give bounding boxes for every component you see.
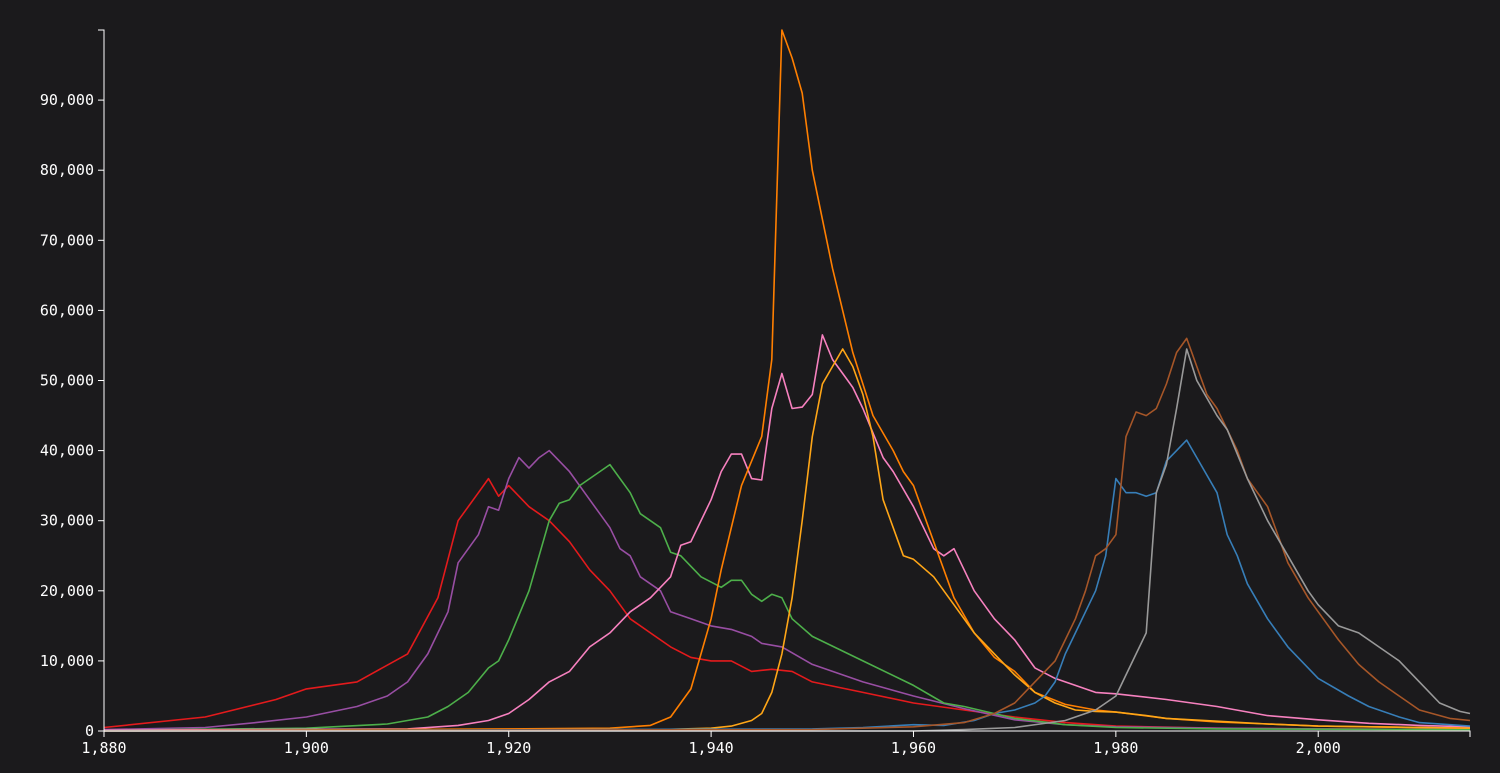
series-line-8	[103, 337, 1471, 732]
y-tick-label: 30,000	[40, 512, 94, 530]
series-line-4	[103, 334, 1471, 732]
series-line-2	[103, 449, 1471, 731]
y-tick-label: 20,000	[40, 582, 94, 600]
series-line-6	[103, 348, 1471, 732]
x-tick-label: 1,960	[891, 739, 936, 757]
series-line-7	[103, 439, 1471, 732]
y-tick-label: 50,000	[40, 372, 94, 390]
x-tick-label: 1,880	[81, 739, 126, 757]
x-tick-label: 1,920	[486, 739, 531, 757]
y-tick-label: 80,000	[40, 161, 94, 179]
y-tick-label: 90,000	[40, 91, 94, 109]
y-tick-label: 40,000	[40, 442, 94, 460]
axis-layer: 0 10,000 20,000 30,000 40,000 50,000 60,000 70,…	[40, 29, 1471, 757]
x-tick-label: 1,980	[1093, 739, 1138, 757]
y-tick-label: 70,000	[40, 231, 94, 249]
x-tick-label: 1,900	[284, 739, 329, 757]
x-tick-label: 1,940	[689, 739, 734, 757]
y-tick-label: 0	[85, 722, 94, 740]
x-tick-label: 2,000	[1296, 739, 1341, 757]
series-line-9	[104, 348, 1471, 732]
series-line-5	[103, 29, 1471, 732]
y-tick-label: 60,000	[40, 301, 94, 319]
series-line-3	[103, 463, 1471, 732]
series-layer	[103, 29, 1471, 732]
y-tick-label: 10,000	[40, 652, 94, 670]
x-axis-line	[103, 730, 1471, 737]
